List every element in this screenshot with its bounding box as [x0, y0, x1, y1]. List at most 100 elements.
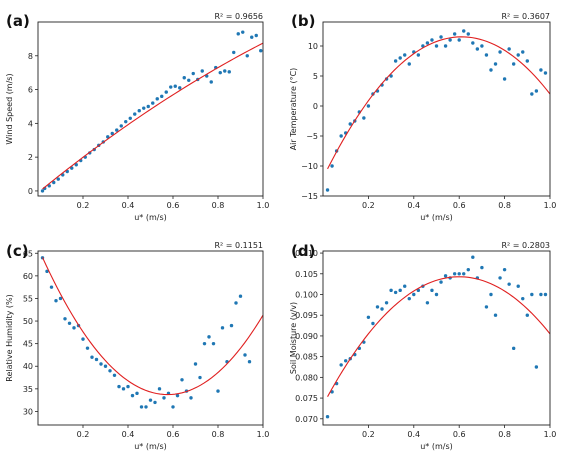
x-tick-label: 0.2	[362, 201, 375, 210]
data-point	[130, 393, 135, 398]
data-point	[457, 38, 461, 42]
y-tick-label: 0.110	[295, 249, 318, 258]
data-point	[63, 317, 67, 321]
data-point	[67, 321, 72, 326]
data-point	[466, 267, 470, 272]
plot-frame	[37, 21, 264, 197]
data-point	[457, 272, 461, 276]
data-point	[70, 166, 74, 170]
fit-line	[42, 257, 264, 396]
data-point	[430, 38, 434, 42]
data-point	[121, 387, 126, 391]
data-point	[443, 274, 448, 278]
data-point	[398, 56, 402, 60]
data-point	[47, 184, 51, 188]
data-point	[416, 53, 421, 57]
data-point	[157, 387, 162, 391]
data-point	[480, 265, 484, 270]
y-tick-label: 0.070	[295, 415, 318, 424]
x-tick-label: 0.6	[167, 201, 180, 210]
data-point	[489, 68, 493, 72]
x-tick-label: 0.8	[212, 430, 225, 439]
data-point	[180, 378, 184, 382]
data-point	[241, 30, 245, 34]
x-tick-label: 0.4	[407, 430, 420, 439]
y-axis-label: Soil Moisture (v/v)	[289, 302, 298, 374]
data-point	[45, 269, 49, 274]
data-point	[371, 321, 375, 326]
y-tick-label: −15	[301, 192, 318, 201]
data-point	[393, 290, 398, 295]
x-tick-label: 0.4	[407, 201, 420, 210]
fit-line	[327, 276, 551, 397]
x-tick-label: 0.4	[122, 430, 135, 439]
r-squared-label: R² = 0.9656	[214, 12, 263, 21]
data-point	[128, 116, 132, 120]
data-point	[389, 74, 393, 78]
data-point	[124, 119, 128, 124]
x-tick-label: 0.6	[167, 430, 180, 439]
data-point	[200, 69, 204, 73]
data-point	[521, 296, 525, 301]
data-point	[175, 393, 180, 398]
data-point	[471, 255, 475, 259]
panel-label: (b)	[291, 12, 315, 30]
data-point	[202, 341, 207, 346]
data-point	[173, 84, 177, 88]
y-tick-label: 0.105	[295, 270, 318, 279]
y-tick-label: 5	[313, 72, 318, 81]
data-point	[502, 77, 507, 81]
data-point	[434, 292, 439, 297]
data-point	[452, 272, 457, 276]
data-point	[164, 90, 168, 94]
data-point	[99, 362, 103, 366]
data-point	[90, 355, 94, 359]
data-point	[94, 357, 99, 362]
data-point	[407, 62, 411, 66]
data-point	[425, 301, 430, 305]
data-point	[325, 415, 330, 419]
data-point	[56, 177, 60, 181]
data-point	[74, 163, 78, 167]
x-tick-label: 0.2	[77, 201, 90, 210]
data-point	[139, 405, 144, 409]
x-axis-label: u* (m/s)	[420, 213, 453, 222]
data-point	[110, 131, 114, 136]
data-point	[502, 267, 507, 272]
data-point	[169, 85, 173, 89]
data-point	[489, 292, 493, 297]
panel-label: (a)	[6, 12, 30, 30]
data-point	[137, 108, 141, 113]
y-tick-label: 0.075	[295, 394, 318, 403]
data-point	[430, 288, 434, 293]
y-tick-label: 30	[23, 407, 33, 416]
x-tick-label: 1.0	[544, 201, 557, 210]
y-tick-label: 2	[28, 153, 33, 162]
data-point	[232, 50, 236, 55]
data-point	[521, 50, 525, 54]
data-point	[543, 292, 548, 297]
x-tick-label: 0.8	[212, 201, 225, 210]
plot-frame	[322, 250, 551, 426]
data-point	[498, 276, 502, 280]
data-point	[384, 301, 389, 305]
data-point	[85, 346, 90, 350]
data-point	[133, 112, 137, 116]
data-point	[507, 282, 511, 286]
data-point	[412, 292, 416, 297]
data-point	[207, 335, 211, 339]
y-tick-label: 35	[23, 385, 33, 394]
data-point	[119, 124, 123, 128]
data-point	[187, 78, 191, 82]
y-tick-label: −5	[306, 132, 318, 141]
x-axis-label: u* (m/s)	[134, 213, 167, 222]
data-point	[243, 353, 247, 357]
y-tick-label: 0.100	[295, 291, 318, 300]
data-point	[366, 315, 371, 319]
x-axis-label: u* (m/s)	[420, 442, 453, 451]
data-point	[106, 135, 110, 139]
y-tick-label: 4	[28, 119, 33, 128]
y-tick-label: 50	[23, 317, 33, 326]
x-tick-label: 0.2	[77, 430, 90, 439]
